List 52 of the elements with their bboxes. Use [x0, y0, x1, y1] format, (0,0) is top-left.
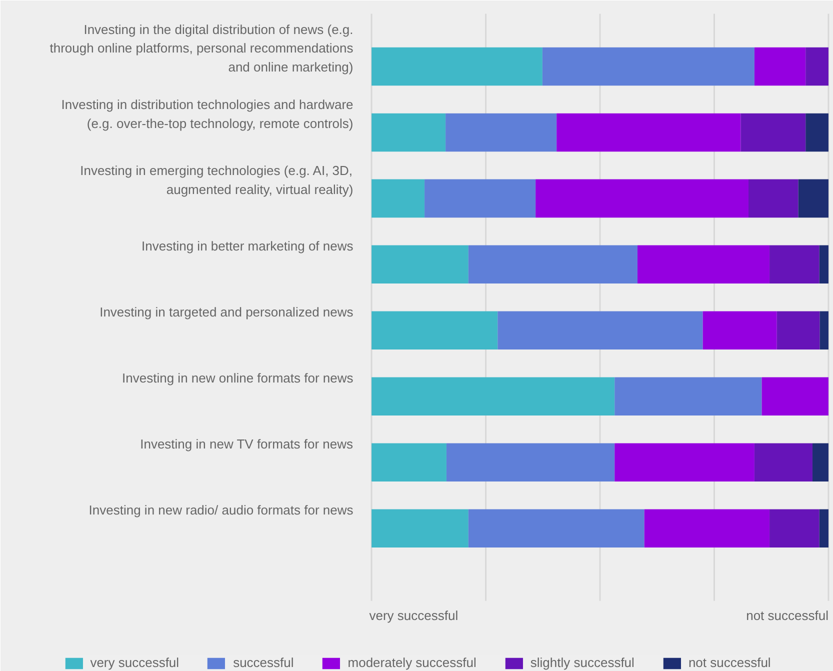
bar — [372, 47, 542, 86]
bar — [644, 509, 770, 548]
y-tick-label: Investing in the digital distribution of news (e.g. through online platforms, personal recommendations and online marketing) — [50, 22, 354, 74]
bar — [542, 47, 754, 86]
legend-label: successful — [233, 655, 294, 670]
text: not successful — [746, 608, 829, 623]
bar — [812, 443, 828, 482]
bar — [702, 311, 777, 350]
bar — [424, 179, 536, 218]
bar — [446, 113, 557, 152]
bar — [762, 377, 828, 416]
y-tick-label: Investing in new radio/ audio formats for news — [88, 502, 354, 518]
bar — [372, 377, 615, 416]
bar — [819, 245, 828, 284]
bar — [468, 245, 638, 284]
y-tick-label: Investing in better marketing of news — [142, 238, 354, 254]
bar — [556, 113, 741, 152]
bar — [372, 113, 446, 152]
bar — [614, 443, 754, 482]
y-tick-label: Investing in distribution technologies and hardware (e.g. over-the-top technology, remote controls) — [61, 97, 354, 131]
legend-label: moderately successful — [348, 655, 476, 670]
bar — [820, 311, 828, 350]
bar — [372, 443, 446, 482]
legend-label: very successful — [90, 655, 180, 670]
bar — [806, 113, 828, 152]
bar — [372, 245, 468, 284]
bar — [498, 311, 703, 350]
bar — [740, 113, 806, 152]
bar — [614, 377, 762, 416]
y-tick-label: Investing in new TV formats for news — [140, 436, 354, 452]
bar — [770, 245, 820, 284]
bar — [536, 179, 749, 218]
bar — [468, 509, 644, 548]
text: very successful — [369, 608, 458, 623]
bar — [770, 509, 820, 548]
bar — [819, 509, 828, 548]
bar — [372, 509, 468, 548]
bar — [372, 311, 498, 350]
bar — [754, 443, 812, 482]
bar — [754, 47, 806, 86]
legend-label: not successful — [688, 655, 771, 670]
bar — [446, 443, 615, 482]
bar — [798, 179, 828, 218]
bar — [748, 179, 798, 218]
bar — [776, 311, 820, 350]
y-tick-label: Investing in emerging technologies (e.g. AI, 3D, augmented reality, virtual reality) — [80, 163, 354, 197]
bar — [806, 47, 828, 86]
bar — [372, 179, 425, 218]
y-tick-label: Investing in new online formats for news — [122, 370, 354, 386]
legend-label: slightly successful — [530, 655, 634, 670]
y-tick-label: Investing in targeted and personalized news — [100, 304, 354, 320]
bar — [637, 245, 770, 284]
